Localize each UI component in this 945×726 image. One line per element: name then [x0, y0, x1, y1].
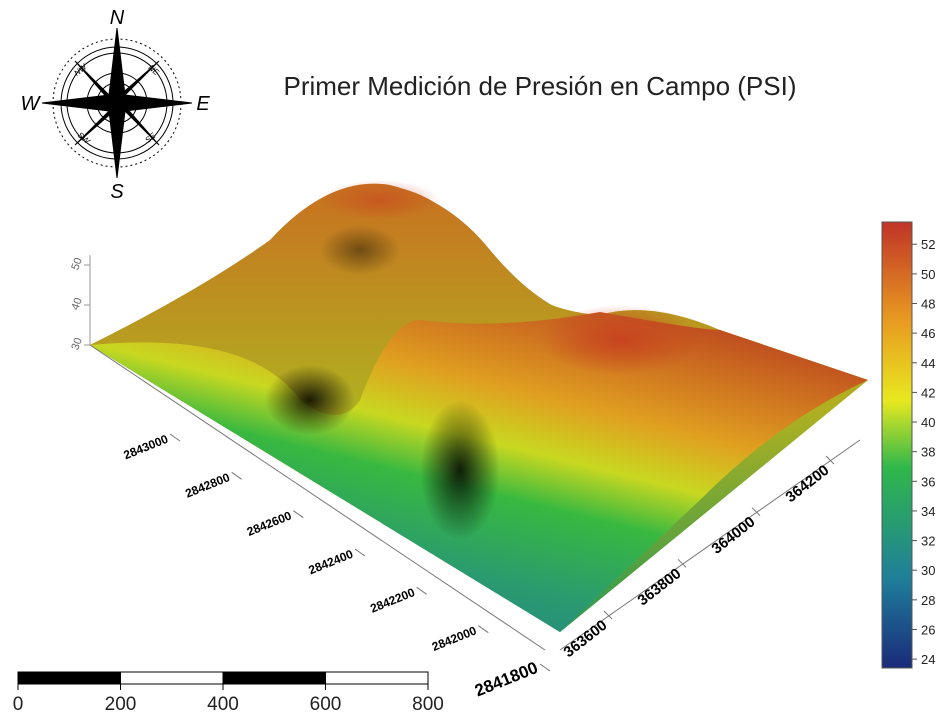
y-tick	[170, 434, 180, 441]
colorbar-label: 40	[921, 415, 935, 430]
compass-n: N	[110, 7, 125, 29]
compass-w: W	[21, 93, 42, 115]
colorbar-label: 38	[921, 445, 935, 460]
y-tick-label: 2842800	[183, 470, 232, 501]
page: N S E W NW NE SW SE Primer Medición de P…	[0, 0, 945, 721]
z-tick-label: 40	[69, 296, 84, 312]
title: Primer Medición de Presión en Campo (PSI…	[284, 71, 797, 101]
compass-sw: SW	[76, 130, 93, 146]
scale-label: 800	[412, 694, 444, 715]
surface	[90, 180, 868, 650]
colorbar-label: 48	[921, 296, 935, 311]
colorbar-label: 44	[921, 356, 935, 371]
colorbar-label: 42	[921, 385, 935, 400]
compass-s: S	[110, 181, 124, 203]
x-tick-label: 363800	[635, 565, 685, 609]
colorbar-label: 26	[921, 622, 935, 637]
colorbar	[882, 222, 912, 668]
colorbar-label: 34	[921, 504, 935, 519]
z-tick-label: 30	[69, 336, 84, 352]
colorbar-label: 46	[921, 326, 935, 341]
y-tick	[293, 511, 303, 518]
y-tick	[355, 549, 365, 556]
y-tick-label: 2842600	[245, 508, 294, 539]
colorbar-label: 52	[921, 237, 935, 252]
scale-label: 600	[310, 694, 342, 715]
y-tick-label: 2842400	[307, 547, 356, 578]
x-tick-label: 364000	[709, 513, 759, 557]
y-tick	[417, 587, 427, 594]
scale-label: 400	[207, 694, 239, 715]
colorbar-label: 28	[921, 593, 935, 608]
scale-segment	[223, 672, 326, 684]
scale-segment	[326, 672, 429, 684]
z-tick-label: 50	[69, 256, 84, 272]
colorbar-label: 36	[921, 474, 935, 489]
y-tick-label: 2842000	[430, 623, 479, 654]
scale-segment	[18, 672, 121, 684]
compass-e: E	[196, 93, 210, 115]
colorbar-label: 50	[921, 267, 935, 282]
colorbar-label: 32	[921, 534, 935, 549]
colorbar-label: 30	[921, 563, 935, 578]
y-tick-label: 2843000	[122, 432, 171, 463]
y-tick	[540, 664, 550, 671]
scale-label: 0	[13, 694, 24, 715]
x-tick-label: 364200	[783, 462, 833, 506]
y-tick	[232, 472, 242, 479]
y-tick-label: 2842200	[368, 585, 417, 616]
scale-label: 200	[105, 694, 137, 715]
colorbar-label: 24	[921, 652, 935, 667]
y-tick	[478, 626, 488, 633]
scale-segment	[121, 672, 224, 684]
compass	[42, 28, 192, 178]
y-tick-label: 2841800	[472, 658, 540, 700]
